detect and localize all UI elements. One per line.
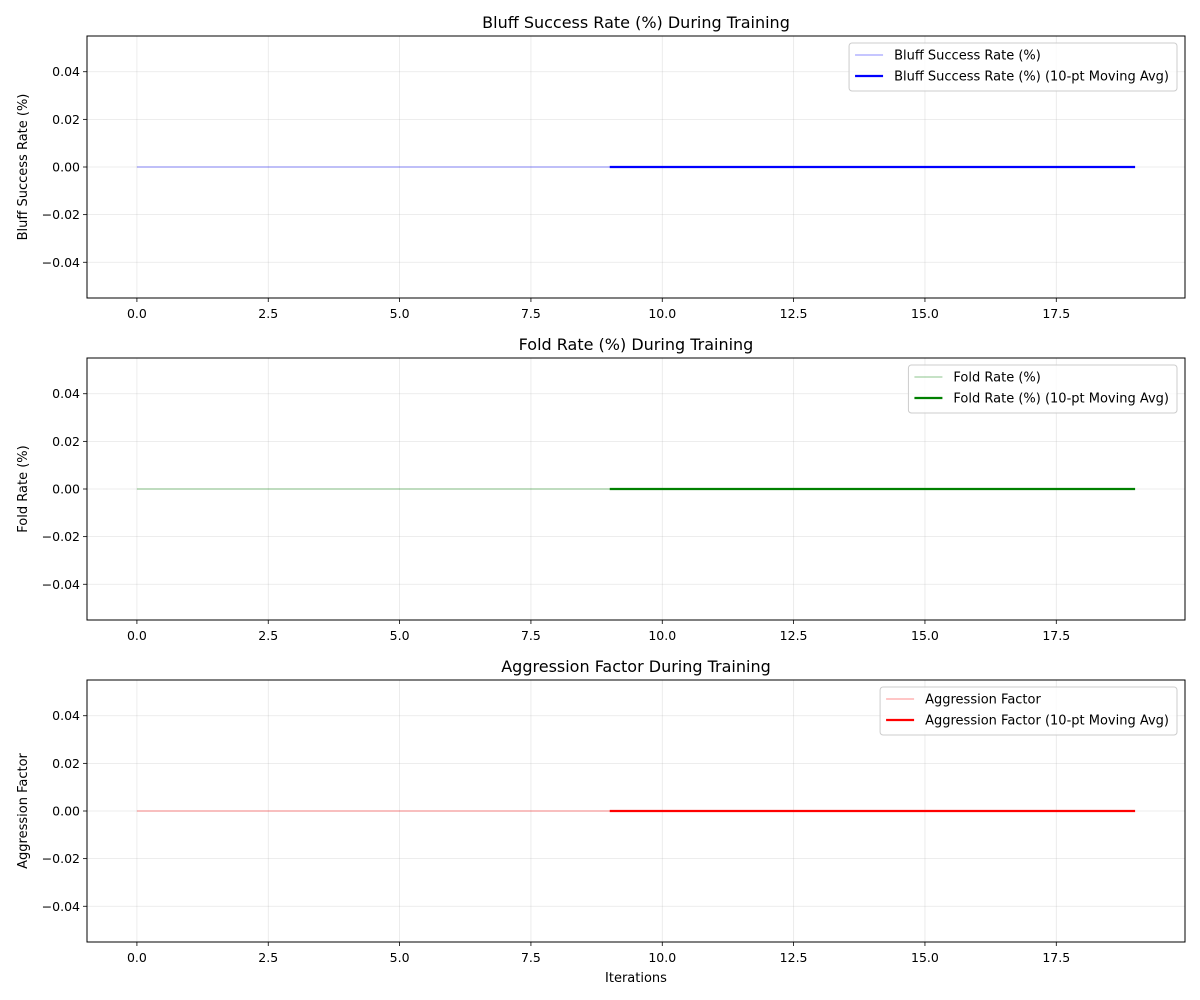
- y-axis-label: Fold Rate (%): [16, 445, 31, 532]
- x-tick-label: 17.5: [1042, 628, 1070, 643]
- x-tick-label: 12.5: [780, 628, 808, 643]
- x-tick-label: 0.0: [127, 306, 147, 321]
- x-tick-label: 10.0: [648, 306, 676, 321]
- chart-title: Fold Rate (%) During Training: [519, 335, 754, 354]
- x-tick-label: 17.5: [1042, 306, 1070, 321]
- y-tick-label: 0.00: [52, 482, 80, 497]
- legend-label: Aggression Factor: [925, 693, 1041, 708]
- y-tick-label: 0.04: [52, 708, 80, 723]
- legend: Bluff Success Rate (%) Bluff Success Rate…: [848, 42, 1178, 92]
- legend-label: Fold Rate (%): [953, 371, 1040, 386]
- x-tick-label: 10.0: [648, 628, 676, 643]
- legend-box: [879, 686, 1178, 736]
- chart-panel-1: 0.0 2.5 5.0 7.5 10.0 12.5 15.0 17.5 −0.04 −0.02 0.…: [16, 13, 1186, 321]
- legend-label: Bluff Success Rate (%) (10-pt Moving Avg…: [894, 70, 1169, 85]
- chart-title: Aggression Factor During Training: [501, 657, 771, 676]
- x-axis-label: Iterations: [605, 971, 667, 986]
- x-tick-label: 7.5: [521, 306, 541, 321]
- legend-label: Bluff Success Rate (%): [894, 49, 1041, 64]
- x-tick-label: 12.5: [780, 306, 808, 321]
- legend-label: Aggression Factor (10-pt Moving Avg): [925, 714, 1169, 729]
- y-tick-label: 0.00: [52, 804, 80, 819]
- y-tick-label: −0.02: [42, 529, 80, 544]
- legend: Fold Rate (%) Fold Rate (%) (10-pt Moving…: [907, 364, 1178, 414]
- x-tick-label: 17.5: [1042, 950, 1070, 965]
- y-axis-label: Aggression Factor: [16, 752, 31, 868]
- legend: Aggression Factor Aggression Factor (10-p…: [879, 686, 1178, 736]
- chart-panel-3: 0.0 2.5 5.0 7.5 10.0 12.5 15.0 17.5 −0.04 −0.02 0.…: [16, 657, 1186, 986]
- x-tick-label: 5.0: [390, 306, 410, 321]
- legend-box: [848, 42, 1178, 92]
- chart-title: Bluff Success Rate (%) During Training: [482, 13, 790, 32]
- x-tick-label: 15.0: [911, 950, 939, 965]
- x-tick-label: 2.5: [258, 950, 278, 965]
- y-tick-label: −0.04: [42, 255, 80, 270]
- y-axis-label: Bluff Success Rate (%): [16, 94, 31, 241]
- x-tick-label: 0.0: [127, 950, 147, 965]
- x-tick-label: 5.0: [390, 950, 410, 965]
- x-tick-label: 15.0: [911, 306, 939, 321]
- x-tick-label: 2.5: [258, 306, 278, 321]
- y-tick-label: 0.02: [52, 756, 80, 771]
- y-tick-label: −0.02: [42, 851, 80, 866]
- chart-panel-2: 0.0 2.5 5.0 7.5 10.0 12.5 15.0 17.5 −0.04 −0.02 0.…: [16, 335, 1186, 643]
- x-tick-label: 5.0: [390, 628, 410, 643]
- x-tick-label: 7.5: [521, 628, 541, 643]
- y-tick-label: −0.02: [42, 207, 80, 222]
- y-tick-label: 0.02: [52, 112, 80, 127]
- legend-box: [907, 364, 1178, 414]
- y-tick-label: −0.04: [42, 899, 80, 914]
- x-tick-label: 12.5: [780, 950, 808, 965]
- x-tick-label: 7.5: [521, 950, 541, 965]
- x-tick-label: 15.0: [911, 628, 939, 643]
- y-tick-label: −0.04: [42, 577, 80, 592]
- y-tick-label: 0.04: [52, 386, 80, 401]
- x-tick-label: 0.0: [127, 628, 147, 643]
- x-tick-label: 10.0: [648, 950, 676, 965]
- x-tick-label: 2.5: [258, 628, 278, 643]
- y-tick-label: 0.00: [52, 160, 80, 175]
- y-tick-label: 0.04: [52, 64, 80, 79]
- legend-label: Fold Rate (%) (10-pt Moving Avg): [953, 392, 1169, 407]
- y-tick-label: 0.02: [52, 434, 80, 449]
